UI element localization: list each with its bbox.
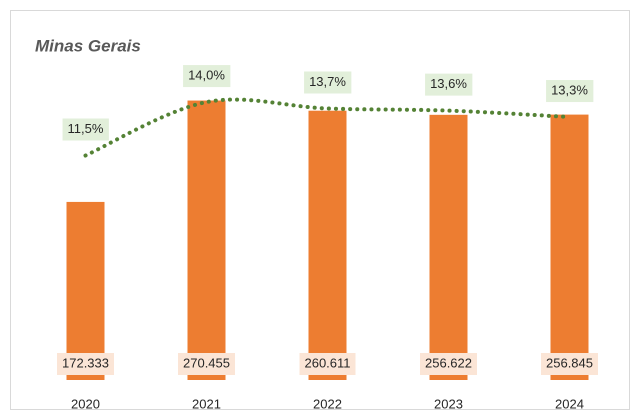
bar xyxy=(429,114,468,380)
data-label: 256.622 xyxy=(425,355,472,370)
label-box xyxy=(62,118,109,141)
x-tick-label: 2023 xyxy=(434,396,463,411)
data-label: 13,7% xyxy=(309,74,346,89)
trend-line xyxy=(83,97,572,158)
label-box xyxy=(183,65,231,88)
data-label: 13,3% xyxy=(551,82,588,97)
x-tick-label: 2024 xyxy=(555,396,584,411)
label-box xyxy=(425,73,473,96)
data-label: 260.611 xyxy=(304,355,350,370)
bar xyxy=(550,114,589,380)
label-box xyxy=(546,80,594,103)
data-label: 172.333 xyxy=(62,355,109,370)
x-tick-label: 2022 xyxy=(313,396,342,411)
bar xyxy=(308,110,347,380)
label-box xyxy=(299,353,356,375)
data-label: 14,0% xyxy=(188,68,225,83)
bar xyxy=(66,201,105,380)
data-label: 13,6% xyxy=(430,76,467,91)
x-tick-label: 2020 xyxy=(71,396,100,411)
label-box xyxy=(57,353,114,375)
x-tick-label: 2021 xyxy=(192,396,221,411)
label-box xyxy=(178,353,235,375)
label-box xyxy=(420,353,477,375)
data-label: 256.845 xyxy=(546,355,593,370)
data-label: 270.455 xyxy=(183,355,230,370)
label-box xyxy=(304,71,352,94)
data-label: 11,5% xyxy=(68,121,104,136)
bar xyxy=(187,100,226,380)
chart-title: Minas Gerais xyxy=(35,36,141,55)
label-box xyxy=(541,353,598,375)
